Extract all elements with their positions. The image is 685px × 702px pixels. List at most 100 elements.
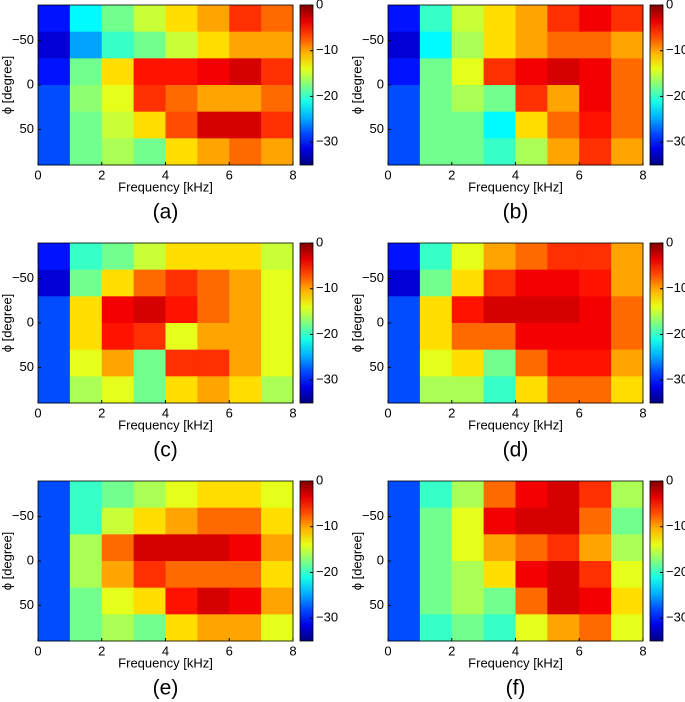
heatmap-cell: [388, 296, 421, 324]
colorbar-tick-label: −10: [316, 518, 338, 533]
heatmap-cell: [483, 138, 516, 166]
heatmap-cell: [69, 85, 103, 113]
heatmap-cell: [515, 614, 548, 642]
heatmap-cell: [133, 111, 166, 139]
heatmap-cell: [69, 296, 103, 324]
heatmap-cell: [261, 296, 294, 324]
heatmap-cell: [579, 269, 612, 297]
heatmap-cell: [101, 349, 135, 377]
heatmap-cell: [101, 58, 135, 86]
heatmap-cell: [579, 534, 612, 562]
heatmap-cell: [165, 296, 198, 324]
heatmap-cell: [579, 349, 612, 377]
heatmap-cell: [451, 323, 485, 351]
heatmap-cell: [229, 85, 262, 113]
heatmap-cell: [547, 614, 580, 642]
heatmap-cell: [611, 587, 644, 615]
heatmap-cell: [483, 534, 516, 562]
y-tick-label: 0: [27, 76, 34, 91]
colorbar-tick-label: 0: [316, 0, 323, 11]
y-tick-label: 50: [20, 121, 34, 136]
heatmap-cell: [133, 269, 166, 297]
heatmap-cell: [547, 296, 580, 324]
heatmap-cell: [38, 269, 71, 297]
heatmap-cell: [547, 561, 580, 589]
heatmap-cell: [197, 534, 230, 562]
y-tick-label: 50: [370, 597, 384, 612]
colorbar-tick-label: −30: [316, 610, 338, 625]
heatmap-cell: [133, 349, 166, 377]
heatmap-cell: [451, 85, 485, 113]
heatmap-cell: [69, 481, 103, 509]
heatmap-cell: [483, 5, 516, 33]
heatmap-cell: [38, 243, 71, 271]
heatmap-cell: [515, 269, 548, 297]
heatmap-cell: [133, 614, 166, 642]
heatmap-cell: [229, 5, 262, 33]
caption: (a): [153, 201, 179, 224]
heatmap-cell: [261, 349, 294, 377]
heatmap-cell: [133, 507, 166, 535]
heatmap-cell: [133, 481, 166, 509]
heatmap-cell: [515, 31, 548, 59]
heatmap-cell: [547, 587, 580, 615]
heatmap-cell: [388, 269, 421, 297]
heatmap-cell: [611, 507, 644, 535]
heatmap-cell: [229, 349, 262, 377]
heatmap-cell: [229, 507, 262, 535]
heatmap-cell: [101, 614, 135, 642]
heatmap-cell: [101, 5, 135, 33]
heatmap-cell: [611, 31, 644, 59]
heatmap-cell: [261, 243, 294, 271]
colorbar-tick-label: 0: [316, 472, 323, 487]
colorbar-tick-label: 0: [666, 234, 673, 249]
heatmap-cell: [451, 481, 485, 509]
heatmap-cell: [547, 111, 580, 139]
heatmap-cell: [69, 269, 103, 297]
heatmap-cell: [165, 58, 198, 86]
heatmap-cell: [165, 31, 198, 59]
heatmap-cell: [388, 587, 421, 615]
heatmap-cell: [101, 269, 135, 297]
colorbar-tick-label: −30: [316, 372, 338, 387]
heatmap-cell: [165, 138, 198, 166]
heatmap-cell: [101, 31, 135, 59]
heatmap-cell: [38, 85, 71, 113]
heatmap-cell: [261, 58, 294, 86]
y-tick-label: 0: [377, 552, 384, 567]
heatmap-cell: [611, 349, 644, 377]
colorbar-tick-label: −10: [666, 42, 685, 57]
heatmap-cell: [611, 58, 644, 86]
heatmap-cell: [419, 534, 453, 562]
heatmap-cell: [101, 534, 135, 562]
heatmap-cell: [388, 5, 421, 33]
heatmap-cell: [229, 111, 262, 139]
colorbar-tick-label: −20: [666, 88, 685, 103]
heatmap-cell: [483, 243, 516, 271]
x-tick-label: 6: [226, 405, 233, 420]
heatmap-cell: [579, 614, 612, 642]
heatmap-cell: [579, 58, 612, 86]
caption: (e): [153, 677, 179, 700]
heatmap-cell: [611, 376, 644, 404]
heatmap-cell: [165, 243, 198, 271]
y-tick-label: 0: [377, 76, 384, 91]
heatmap-cell: [197, 323, 230, 351]
heatmap-cell: [419, 31, 453, 59]
heatmap-cell: [579, 31, 612, 59]
heatmap-cell: [515, 587, 548, 615]
heatmap-cell: [197, 614, 230, 642]
heatmap-cell: [229, 376, 262, 404]
heatmap-cell: [69, 376, 103, 404]
heatmap-cell: [133, 561, 166, 589]
heatmap-cell: [451, 561, 485, 589]
heatmap-cell: [133, 31, 166, 59]
heatmap-cell: [515, 376, 548, 404]
heatmap-cell: [229, 269, 262, 297]
heatmap-cell: [229, 296, 262, 324]
x-tick-label: 0: [34, 405, 41, 420]
heatmap-cell: [38, 138, 71, 166]
heatmap-cell: [515, 323, 548, 351]
heatmap-cell: [69, 534, 103, 562]
heatmap-cell: [419, 614, 453, 642]
